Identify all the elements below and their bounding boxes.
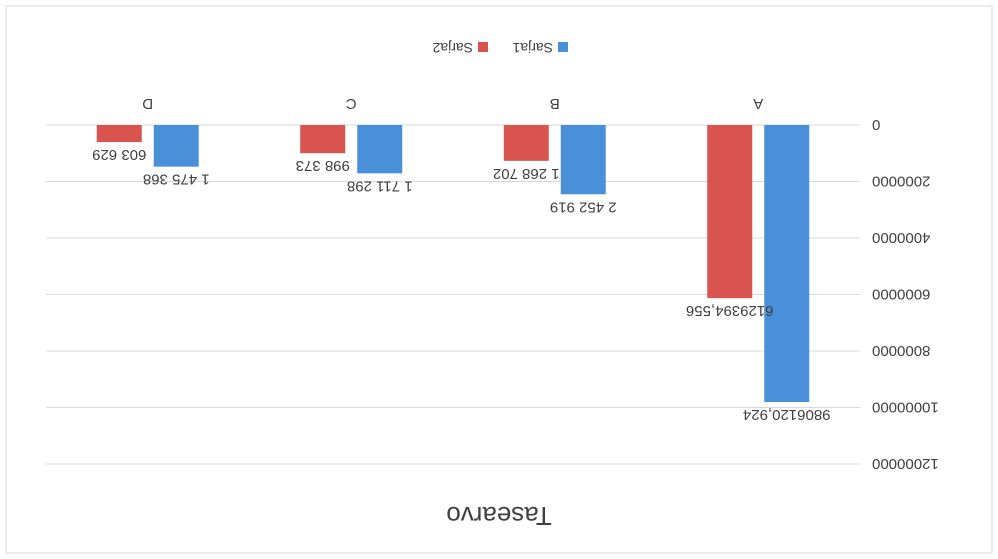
data-label: 2 452 919 [550, 198, 617, 215]
legend: Sarja1 Sarja2 [432, 40, 568, 56]
y-tick-label: 12000000 [872, 455, 939, 472]
y-tick-label: 8000000 [872, 342, 930, 359]
legend-swatch [558, 42, 568, 52]
data-label: 998 373 [296, 157, 350, 174]
category-label: B [550, 95, 560, 112]
chart-border [5, 5, 993, 554]
data-labels: 9806120,924 6129394,556 2 452 919 1 268 702… [92, 146, 830, 423]
data-label: 1 711 298 [347, 177, 413, 194]
category-label: A [753, 95, 763, 112]
category-labels: A B C D [142, 95, 763, 112]
bar-sarja1-d [153, 125, 199, 167]
legend-entry: Sarja1 [512, 40, 553, 56]
y-tick-label: 4000000 [872, 229, 930, 246]
data-label: 1 268 702 [493, 165, 560, 182]
bar-sarja1-c [357, 125, 403, 174]
bar-sarja1-a [764, 125, 810, 403]
chart-title: Tasearvo [446, 501, 552, 531]
category-label: C [346, 95, 357, 112]
bar-sarja2-d [96, 125, 142, 143]
bar-sarja2-a [707, 125, 753, 299]
y-tick-label: 2000000 [872, 173, 930, 190]
bar-sarja1-b [560, 125, 606, 195]
data-label: 1 475 368 [143, 171, 210, 188]
data-label: 603 629 [92, 146, 146, 163]
data-label: 6129394,556 [686, 302, 774, 319]
bar-sarja2-c [300, 125, 346, 154]
y-axis-tick-labels: 0 2000000 4000000 6000000 8000000 10000000 120… [872, 116, 939, 472]
bars [96, 125, 810, 403]
legend-swatch [478, 42, 488, 52]
category-label: D [142, 95, 153, 112]
legend-entry: Sarja2 [432, 40, 473, 56]
data-label: 9806120,924 [743, 406, 831, 423]
y-tick-label: 10000000 [872, 399, 939, 416]
y-tick-label: 0 [872, 116, 880, 133]
y-tick-label: 6000000 [872, 286, 930, 303]
bar-sarja2-b [503, 125, 549, 161]
